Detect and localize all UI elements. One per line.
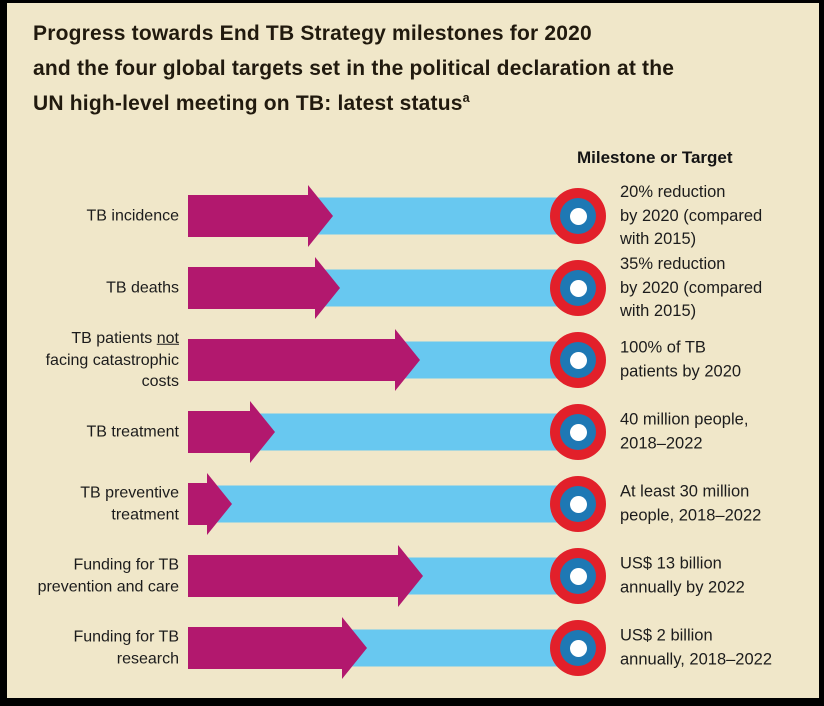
- target-text: US$ 13 billion annually by 2022: [620, 554, 745, 597]
- target-center-dot: [569, 351, 587, 369]
- chart-row-tb-deaths: TB deaths 35% reduction by 2020 (compare…: [0, 255, 824, 320]
- title-line-3: UN high-level meeting on TB: latest stat…: [33, 92, 463, 115]
- chart-row-catastrophic-costs: TB patients not facing catastrophic cost…: [0, 329, 824, 391]
- target-text: 20% reduction by 2020 (compared with 201…: [620, 182, 763, 248]
- target-icon: [550, 260, 606, 316]
- progress-arrow: [188, 257, 340, 319]
- target-center-dot: [569, 639, 587, 657]
- row-label: TB patients not facing catastrophic cost…: [24, 328, 179, 393]
- target-center-dot: [569, 495, 587, 513]
- progress-track: [188, 485, 582, 523]
- chart-row-tb-incidence: TB incidence 20% reduction by 2020 (comp…: [0, 183, 824, 248]
- target-icon: [550, 332, 606, 388]
- row-label-pre: TB patients: [71, 329, 157, 347]
- progress-arrow: [188, 473, 232, 535]
- title-line-2: and the four global targets set in the p…: [33, 57, 675, 80]
- row-label: TB preventive treatment: [80, 484, 179, 524]
- target-ring: [560, 558, 596, 594]
- row-label: Funding for TB research: [73, 628, 179, 668]
- row-label: TB incidence: [86, 207, 180, 225]
- chart-row-funding-research: Funding for TB research US$ 2 billion an…: [0, 617, 824, 679]
- target-text: At least 30 million people, 2018–2022: [620, 482, 762, 525]
- progress-arrow: [188, 185, 333, 247]
- target-ring: [560, 198, 596, 234]
- target-icon: [550, 188, 606, 244]
- title-footnote-marker: a: [462, 91, 470, 105]
- row-label-post: facing catastrophic costs: [45, 351, 179, 390]
- chart-row-tb-preventive-treatment: TB preventive treatment At least 30 mill…: [0, 473, 824, 535]
- target-ring: [560, 342, 596, 378]
- target-text: 100% of TB patients by 2020: [620, 338, 742, 381]
- row-label: Funding for TB prevention and care: [37, 556, 179, 596]
- target-ring: [560, 630, 596, 666]
- row-label-underlined: not: [156, 329, 179, 347]
- target-text: US$ 2 billion annually, 2018–2022: [620, 626, 772, 669]
- target-ring: [560, 270, 596, 306]
- target-center-dot: [569, 279, 587, 297]
- target-text: 35% reduction by 2020 (compared with 201…: [620, 254, 763, 320]
- target-ring: [560, 414, 596, 450]
- target-text: 40 million people, 2018–2022: [620, 410, 749, 453]
- progress-arrow: [188, 545, 423, 607]
- target-icon: [550, 620, 606, 676]
- target-icon: [550, 476, 606, 532]
- target-ring: [560, 486, 596, 522]
- progress-arrow: [188, 617, 367, 679]
- title-line-1: Progress towards End TB Strategy milesto…: [33, 22, 592, 45]
- chart-title: Progress towards End TB Strategy milesto…: [33, 16, 773, 121]
- chart-row-funding-prevention-care: Funding for TB prevention and care US$ 1…: [0, 545, 824, 607]
- target-icon: [550, 404, 606, 460]
- target-center-dot: [569, 207, 587, 225]
- milestone-column-header: Milestone or Target: [577, 148, 733, 167]
- target-icon: [550, 548, 606, 604]
- target-center-dot: [569, 567, 587, 585]
- progress-arrow: [188, 329, 420, 391]
- chart-row-tb-treatment: TB treatment 40 million people, 2018–202…: [0, 401, 824, 463]
- progress-arrow: [188, 401, 275, 463]
- row-label: TB treatment: [86, 423, 179, 441]
- target-center-dot: [569, 423, 587, 441]
- row-label: TB deaths: [106, 279, 179, 297]
